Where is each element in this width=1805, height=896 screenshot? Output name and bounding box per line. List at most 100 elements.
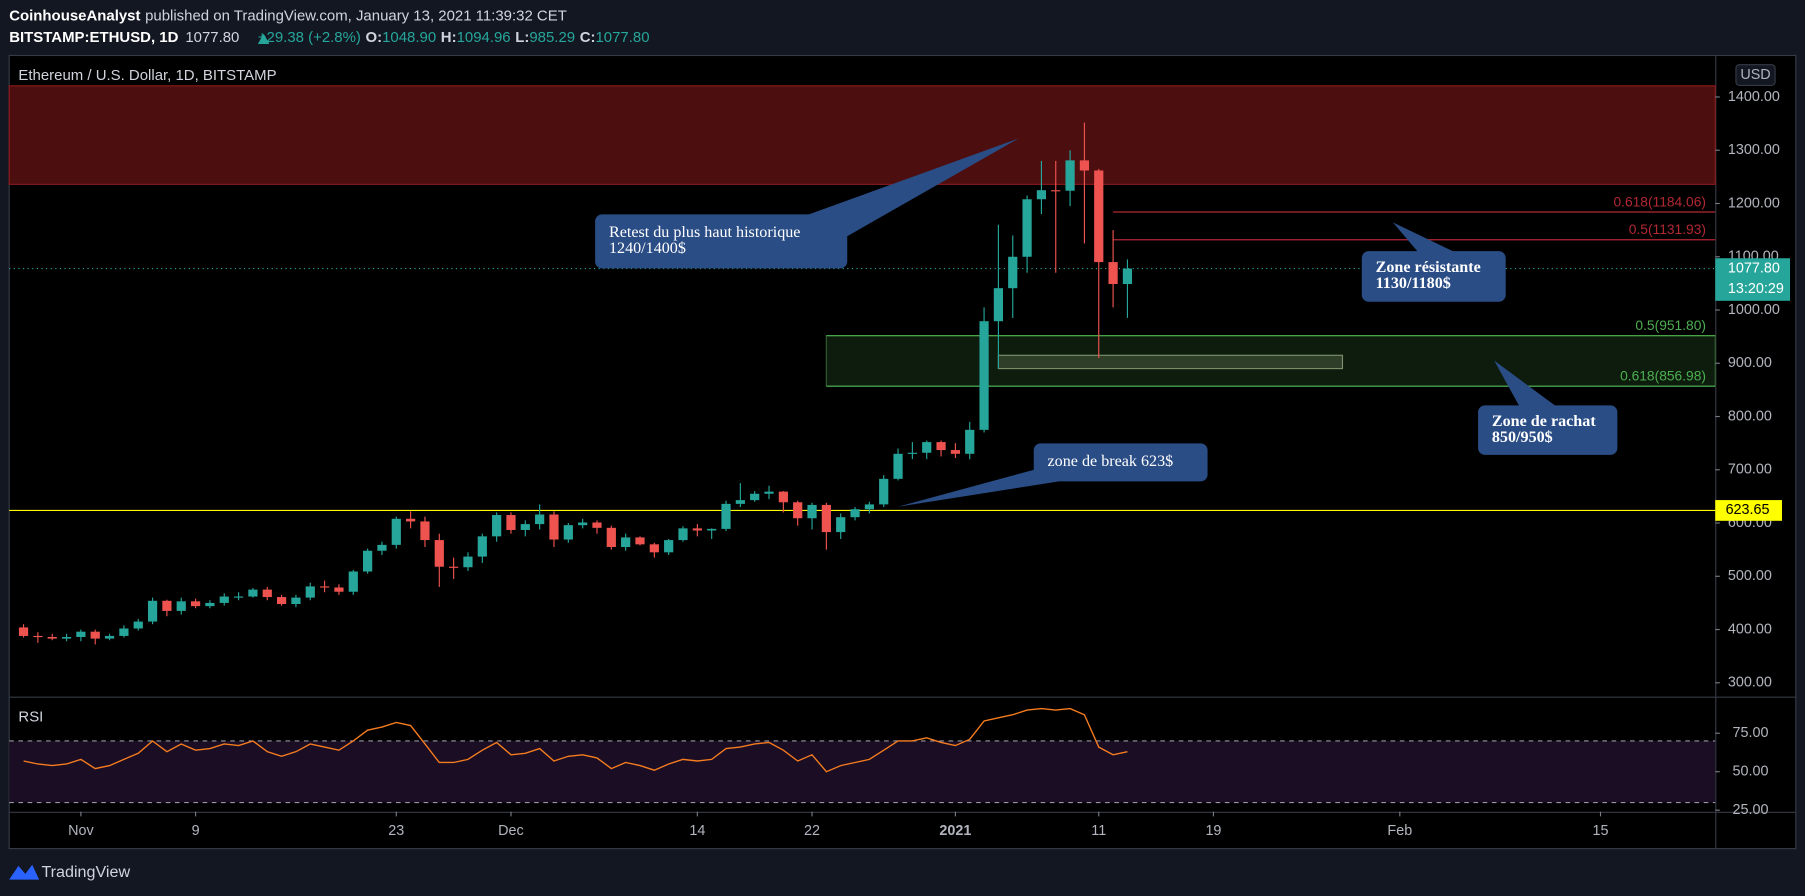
x-tick-label: Nov: [68, 823, 94, 839]
candle-body: [506, 515, 516, 530]
candle-body: [334, 587, 344, 592]
candle-body: [492, 515, 502, 537]
candle-body: [578, 522, 588, 526]
unit-box: [1735, 64, 1776, 86]
candle-body: [549, 514, 559, 540]
low: 985.29: [529, 29, 575, 46]
callout-text: Zone de rachat: [1492, 413, 1596, 430]
candle-body: [864, 504, 874, 510]
candle-body: [377, 544, 387, 551]
y-tick-label: 700.00: [1728, 462, 1772, 478]
candle-body: [391, 518, 401, 545]
candle-body: [563, 525, 573, 540]
y-tick-label: 300.00: [1728, 675, 1772, 691]
candle-body: [434, 540, 444, 567]
last-price-label: 1077.80: [1728, 260, 1780, 276]
candle-body: [649, 544, 659, 553]
y-tick-label: 1000.00: [1728, 302, 1780, 318]
candle-body: [936, 442, 946, 451]
x-tick-label: 23: [388, 823, 404, 839]
x-tick-label: 19: [1205, 823, 1221, 839]
candle-body: [363, 550, 373, 572]
callout-text: zone de break 623$: [1048, 453, 1174, 470]
candle-body: [104, 635, 115, 639]
close-label: C:: [580, 29, 596, 46]
high-label: H:: [441, 29, 457, 46]
callout-box: [1361, 251, 1506, 302]
last-price-badge: [1715, 258, 1791, 301]
rsi-line: [23, 707, 1128, 773]
published: published on TradingView.com, January 13…: [145, 7, 567, 24]
candle-body: [162, 600, 172, 611]
candle-body: [520, 524, 530, 530]
candle-body: [850, 509, 860, 518]
symbol: BITSTAMP:ETHUSD, 1D: [9, 29, 178, 46]
candle-body: [190, 601, 201, 607]
level-badge: [1715, 500, 1782, 521]
fib-label: 0.5(951.80): [1635, 317, 1706, 333]
x-tick-label: 9: [192, 823, 200, 839]
candle-body: [420, 521, 430, 541]
rsi-tick-label: 25.00: [1732, 802, 1768, 818]
low-label: L:: [515, 29, 529, 46]
countdown: 13:20:29: [1728, 281, 1784, 297]
callout-pointer: [805, 138, 1019, 237]
candle-body: [836, 517, 846, 533]
author: CoinhouseAnalyst: [9, 7, 140, 24]
symbol-line: BITSTAMP:ETHUSD, 1D 1077.80 +29.38 (+2.8%)…: [9, 29, 649, 46]
candle-body: [449, 566, 459, 568]
candle-body: [248, 589, 258, 597]
close: 1077.80: [595, 29, 649, 46]
open: 1048.90: [382, 29, 436, 46]
change: +29.38 (+2.8%): [258, 29, 361, 46]
candle-body: [133, 621, 143, 629]
brand: TradingView: [41, 863, 130, 881]
candle-body: [965, 429, 975, 454]
candle-body: [721, 503, 731, 529]
callout: zone de break 623$: [897, 443, 1208, 507]
x-tick-label: 2021: [939, 823, 971, 839]
candle-body: [1079, 160, 1090, 171]
candle-body: [406, 518, 416, 522]
zone: [825, 335, 1716, 387]
zone: [8, 85, 1716, 185]
candle-body: [993, 288, 1004, 322]
candle-body: [1022, 199, 1032, 257]
chart-title: Ethereum / U.S. Dollar, 1D, BITSTAMP: [18, 67, 276, 84]
candle-body: [1036, 190, 1047, 200]
rsi-title: RSI: [18, 708, 43, 725]
candle-body: [535, 514, 545, 525]
candle-body: [319, 586, 330, 588]
candle-body: [233, 596, 244, 598]
candle-body: [61, 637, 72, 639]
x-tick-label: 14: [689, 823, 705, 839]
candle-body: [33, 635, 43, 638]
candle-body: [90, 631, 100, 639]
y-tick-label: 500.00: [1728, 568, 1772, 584]
candle-body: [147, 600, 158, 622]
candle-body: [592, 522, 602, 528]
y-tick-label: 1300.00: [1728, 142, 1780, 158]
candle-body: [1008, 256, 1018, 289]
candle-body: [205, 602, 215, 607]
y-tick-label: 1200.00: [1728, 195, 1780, 211]
callout-text: 1240/1400$: [609, 240, 686, 257]
callout-pointer: [897, 469, 1060, 507]
open-label: O:: [365, 29, 382, 46]
candle-body: [664, 540, 674, 553]
candle-body: [979, 321, 989, 430]
level-label: 623.65: [1726, 502, 1770, 518]
candle-body: [463, 556, 473, 568]
candle-body: [1122, 268, 1133, 284]
y-tick-label: 400.00: [1728, 621, 1772, 637]
callout-box: [595, 214, 848, 269]
x-tick-label: 11: [1091, 823, 1106, 839]
candle-body: [1065, 160, 1075, 191]
candle-body: [764, 491, 774, 494]
candle-body: [1108, 262, 1118, 284]
candle-body: [305, 586, 315, 598]
rsi-tick-label: 50.00: [1732, 764, 1768, 780]
